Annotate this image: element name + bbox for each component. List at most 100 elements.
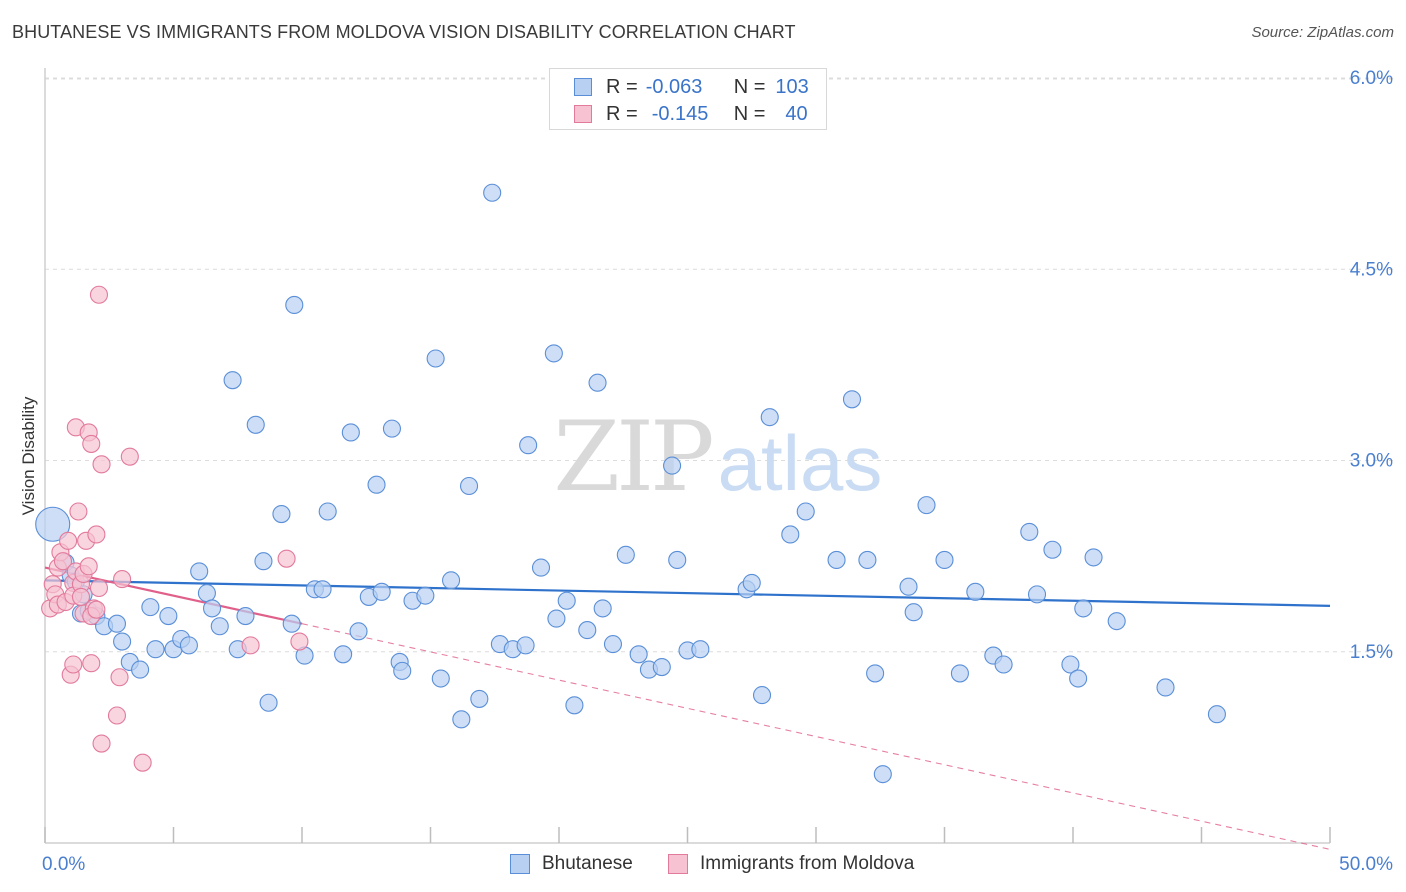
bhutanese-point — [282, 614, 301, 633]
bhutanese-point — [742, 573, 761, 592]
bhutanese-point — [652, 657, 671, 677]
bhutanese-point — [917, 496, 936, 515]
legend-r-value: -0.063 — [645, 75, 703, 98]
moldova-point — [82, 434, 101, 453]
bhutanese-point — [318, 502, 337, 521]
bhutanese-point — [760, 408, 779, 427]
moldova-point — [277, 549, 296, 568]
bhutanese-point — [1027, 585, 1047, 604]
bhutanese-point — [994, 655, 1013, 674]
moldova-point — [89, 578, 109, 598]
bhutanese-point — [285, 295, 304, 315]
legend-r-label: R = — [606, 75, 638, 98]
legend-swatch-pink — [574, 105, 592, 123]
moldova-point — [120, 447, 139, 466]
bhutanese-point — [35, 506, 71, 542]
bhutanese-point — [1069, 669, 1088, 688]
bhutanese-point — [827, 550, 846, 570]
bhutanese-point — [107, 614, 127, 633]
y-axis-label: Vision Disability — [19, 396, 38, 515]
moldova-point — [89, 285, 109, 304]
bhutanese-point — [519, 436, 538, 455]
moldova-point — [69, 502, 88, 521]
bhutanese-point — [966, 582, 985, 601]
grid-lines — [45, 77, 1393, 653]
legend-n-label: N = — [733, 102, 766, 125]
legend-n-value: 40 — [785, 102, 808, 125]
bhutanese-point — [899, 577, 918, 596]
moldova-point — [133, 753, 152, 772]
bhutanese-point — [459, 476, 479, 496]
chart-title: BHUTANESE VS IMMIGRANTS FROM MOLDOVA VIS… — [12, 22, 796, 42]
bhutanese-point — [372, 582, 391, 601]
bhutanese-point — [516, 636, 535, 655]
bottom-legend-swatch-pink — [668, 854, 688, 874]
bhutanese-point — [210, 617, 229, 636]
bhutanese-point — [858, 550, 877, 570]
bhutanese-point — [544, 344, 563, 363]
data-points — [35, 183, 1226, 784]
bhutanese-point — [603, 635, 623, 654]
bhutanese-point — [113, 632, 132, 651]
bhutanese-point — [431, 669, 450, 688]
legend-row-moldova: R = -0.145 N = 40 — [574, 102, 808, 126]
moldova-point — [59, 531, 78, 550]
axes — [44, 68, 1331, 844]
y-tick-label: 3.0% — [1350, 451, 1393, 472]
watermark-zip: ZIP — [553, 401, 712, 513]
moldova-point — [64, 655, 83, 674]
moldova-point — [92, 455, 111, 474]
bhutanese-point — [254, 552, 273, 571]
bhutanese-point — [531, 558, 551, 577]
bhutanese-trend-line — [44, 579, 1331, 607]
bhutanese-point — [367, 475, 386, 494]
moldova-point — [79, 557, 98, 576]
bhutanese-point — [146, 640, 165, 659]
bhutanese-point — [442, 571, 461, 590]
bhutanese-point — [547, 609, 566, 628]
bhutanese-point — [313, 580, 332, 599]
bhutanese-point — [141, 598, 160, 617]
bhutanese-point — [691, 640, 710, 659]
x-tick-label: 0.0% — [42, 854, 85, 875]
bhutanese-point — [1061, 655, 1080, 674]
trend-lines — [44, 566, 1331, 850]
moldova-point — [92, 734, 111, 753]
bhutanese-point — [842, 390, 862, 409]
bottom-legend-bhutanese: Bhutanese — [510, 852, 633, 876]
legend-r-value: -0.145 — [651, 102, 709, 125]
bhutanese-point — [629, 645, 648, 664]
bhutanese-point — [1156, 678, 1175, 697]
bhutanese-point — [334, 645, 353, 664]
bhutanese-point — [557, 591, 576, 610]
bhutanese-point — [452, 710, 471, 729]
bottom-legend-swatch-blue — [510, 854, 530, 874]
bhutanese-point — [203, 599, 222, 618]
bhutanese-point — [1084, 548, 1103, 567]
bhutanese-point — [197, 584, 216, 603]
moldova-point — [87, 600, 106, 619]
moldova-trend-extension — [301, 623, 1331, 850]
bhutanese-point — [950, 664, 969, 683]
moldova-point — [107, 706, 127, 725]
source-label: Source: ZipAtlas.com — [1251, 24, 1394, 41]
bottom-legend-label: Bhutanese — [542, 853, 633, 874]
bhutanese-point — [159, 606, 178, 626]
bhutanese-point — [246, 415, 265, 434]
tick-labels: 1.5% 3.0% 4.5% 6.0% 0.0% 50.0% — [42, 68, 1393, 875]
moldova-point — [241, 636, 260, 655]
bhutanese-point — [341, 423, 360, 442]
y-tick-label: 1.5% — [1350, 642, 1393, 663]
bhutanese-point — [426, 349, 445, 368]
correlation-legend: R = -0.063 N = 103 R = -0.145 N = 40 — [549, 68, 827, 130]
y-tick-label: 4.5% — [1350, 259, 1393, 280]
bhutanese-point — [1207, 705, 1226, 724]
bottom-legend-moldova: Immigrants from Moldova — [668, 852, 914, 876]
bhutanese-point — [593, 599, 612, 618]
legend-row-bhutanese: R = -0.063 N = 103 — [574, 75, 809, 99]
legend-n-value: 103 — [775, 75, 809, 98]
bhutanese-point — [663, 456, 682, 475]
legend-swatch-blue — [574, 78, 592, 96]
moldova-point — [113, 570, 132, 589]
